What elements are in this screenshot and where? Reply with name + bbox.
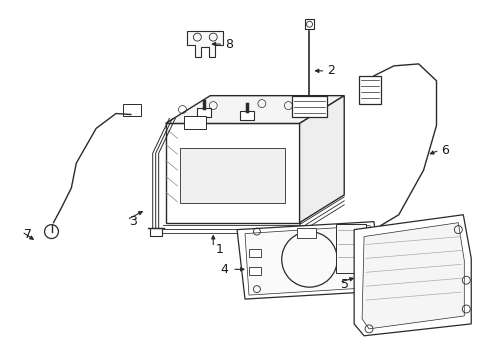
Polygon shape [187, 31, 223, 57]
Text: 4: 4 [220, 263, 228, 276]
Polygon shape [299, 96, 344, 223]
Polygon shape [353, 215, 470, 336]
Bar [183, 116, 205, 129]
Bar [248, 249, 260, 257]
Polygon shape [237, 222, 381, 299]
Text: 7: 7 [24, 228, 32, 241]
Bar [248, 267, 260, 275]
Text: 8: 8 [224, 37, 233, 50]
Text: 3: 3 [129, 215, 137, 228]
Text: 6: 6 [441, 144, 448, 157]
Text: 1: 1 [215, 243, 223, 256]
Bar [180, 148, 284, 203]
Text: 2: 2 [326, 64, 335, 77]
Bar [296, 228, 316, 238]
Polygon shape [165, 123, 299, 223]
Text: 5: 5 [341, 278, 348, 291]
Polygon shape [244, 226, 377, 295]
Bar [197, 108, 210, 117]
Bar [304, 19, 314, 29]
Bar [122, 104, 141, 116]
Polygon shape [361, 223, 463, 329]
Bar [239, 111, 253, 121]
Bar [358, 76, 380, 104]
Bar [149, 228, 162, 235]
Bar [336, 224, 366, 273]
Bar [291, 96, 326, 117]
Polygon shape [165, 96, 344, 123]
